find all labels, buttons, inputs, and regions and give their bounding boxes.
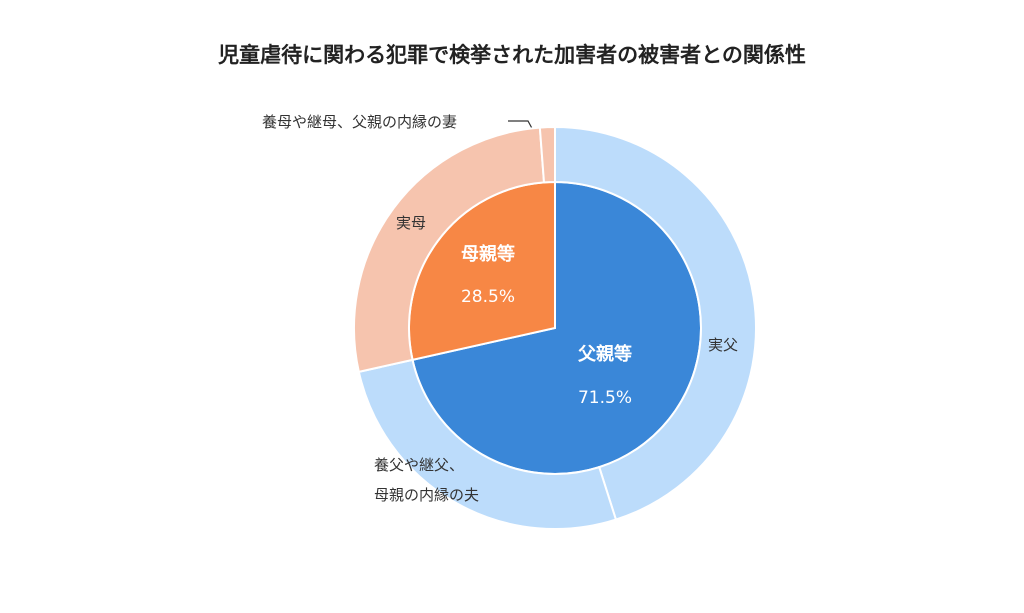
- segment-label: 父親等: [578, 343, 632, 365]
- value-label: 28.5%: [461, 287, 515, 307]
- segment-label: 養母や継母、父親の内縁の妻: [262, 113, 458, 131]
- segment-label: 母親等: [461, 243, 515, 265]
- pie-segment: [538, 125, 556, 184]
- pie-segment: [554, 125, 757, 521]
- pie-segment: [353, 126, 546, 374]
- value-label: 71.5%: [578, 388, 632, 408]
- chart-title: 児童虐待に関わる犯罪で検挙された加害者の被害者との関係性: [217, 43, 806, 67]
- segment-label: 実母: [396, 214, 427, 232]
- segment-label: 実父: [708, 336, 739, 354]
- segment-label: 養父や継父、 母親の内縁の夫: [374, 456, 480, 504]
